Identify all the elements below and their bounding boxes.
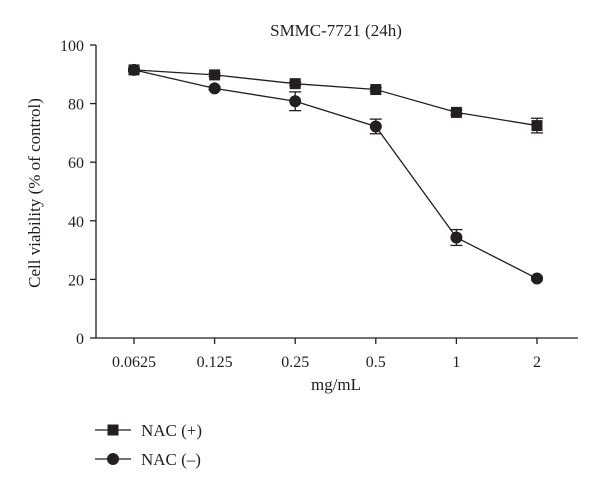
series-line	[133, 69, 538, 127]
legend: NAC (+) NAC (–)	[95, 421, 202, 469]
series-line	[133, 69, 538, 280]
legend-marker	[107, 424, 119, 436]
data-point	[450, 231, 463, 244]
legend-marker	[107, 453, 119, 465]
x-tick-label: 2	[533, 354, 541, 371]
data-point	[128, 63, 140, 76]
data-point	[289, 78, 301, 90]
series-nac-minus	[128, 63, 543, 285]
data-point	[369, 120, 382, 133]
legend-label: NAC (–)	[141, 450, 201, 469]
data-point	[531, 272, 543, 285]
x-tick-label: 1	[452, 354, 460, 371]
x-tick-label: 0.0625	[112, 354, 156, 371]
data-point	[370, 84, 382, 96]
series-nac-plus	[128, 64, 543, 134]
chart-title: SMMC-7721 (24h)	[270, 21, 402, 40]
legend-label: NAC (+)	[141, 421, 202, 440]
x-axis-label: mg/mL	[311, 375, 361, 394]
y-axis-label: Cell viability (% of control)	[25, 98, 44, 288]
data-point	[289, 95, 302, 108]
y-tick-label: 40	[68, 214, 84, 231]
y-tick-label: 100	[60, 38, 84, 55]
y-tick-label: 20	[68, 272, 84, 289]
x-tick-label: 0.125	[197, 354, 233, 371]
axes: 0 20 40 60 80 100 0.0625 0.125 0.25 0.5 1 2	[60, 38, 578, 371]
y-tick-label: 80	[68, 97, 84, 114]
x-tick-label: 0.25	[281, 354, 309, 371]
y-tick-label: 60	[68, 155, 84, 172]
y-tick-label: 0	[76, 331, 84, 348]
data-point	[531, 120, 543, 132]
x-tick-label: 0.5	[366, 354, 386, 371]
data-point	[450, 106, 462, 118]
data-point	[209, 69, 221, 81]
plot-area	[128, 63, 543, 285]
data-point	[208, 82, 221, 95]
